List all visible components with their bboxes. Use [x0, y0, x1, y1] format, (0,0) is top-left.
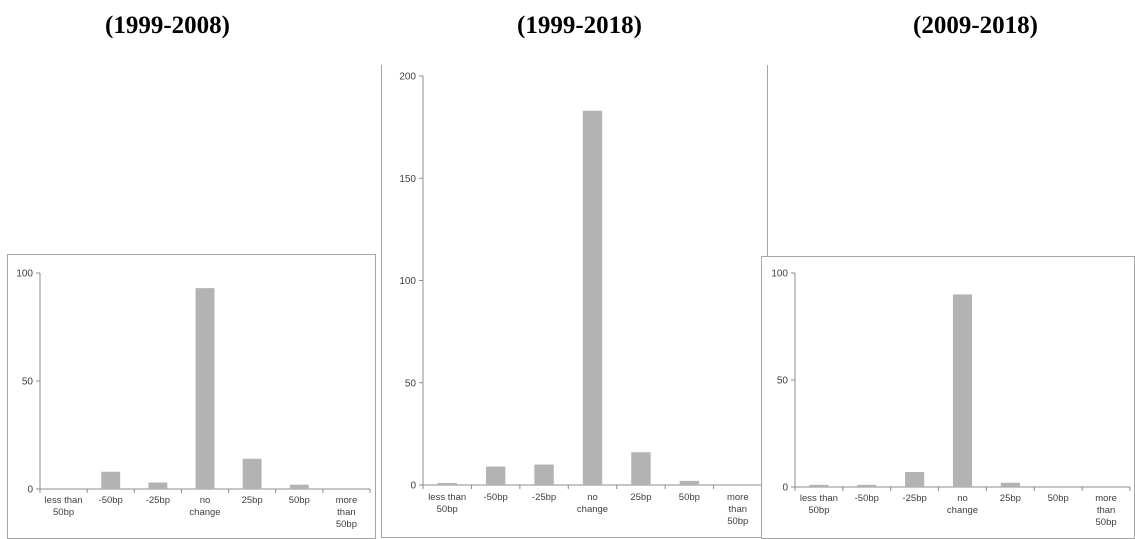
x-category-label: -25bp — [146, 495, 170, 506]
y-tick-label: 50 — [777, 376, 789, 387]
bar-left — [148, 482, 168, 489]
bar-right — [1000, 482, 1020, 487]
bar-chart-middle: 0 50 100 150 200 less than 50bp -50bp -25bp no cha… — [399, 72, 763, 527]
bar-middle — [437, 482, 457, 485]
chart-panel-right: 0 50 100 less than 50bp -50bp -25bp no change 25b… — [761, 256, 1135, 539]
x-category-label: -50bp — [483, 492, 507, 503]
bar-left — [195, 288, 215, 489]
bar-left — [101, 471, 121, 489]
y-tick-label: 100 — [399, 276, 416, 287]
x-category-label: no change — [189, 495, 220, 518]
bar-chart-left: 0 50 100 less than 50bp -50bp -25bp no change 25b… — [16, 269, 371, 530]
x-category-label: 25bp — [1000, 493, 1021, 504]
x-category-label: 50bp — [289, 495, 310, 506]
y-tick-label: 50 — [405, 378, 417, 389]
bar-chart-right: 0 50 100 less than 50bp -50bp -25bp no change 25b… — [771, 269, 1131, 528]
chart-title-right: (2009-2018) — [913, 12, 1038, 39]
x-category-label: -25bp — [902, 493, 926, 504]
bar-right — [952, 294, 973, 487]
y-tick-label: 100 — [16, 269, 33, 280]
y-tick-label: 50 — [22, 377, 34, 388]
bar-middle — [631, 452, 651, 485]
x-category-label: more than 50bp — [336, 495, 358, 530]
x-category-label: less than 50bp — [800, 493, 838, 516]
x-category-label: 25bp — [630, 492, 651, 503]
y-tick-label: 100 — [771, 269, 788, 280]
x-category-label: less than 50bp — [45, 495, 83, 518]
y-tick-label: 0 — [782, 483, 788, 494]
chart-panel-middle: 0 50 100 150 200 less than 50bp -50bp -25bp no cha… — [381, 65, 768, 538]
x-category-label: -50bp — [99, 495, 123, 506]
x-category-label: 50bp — [679, 492, 700, 503]
y-tick-label: 0 — [27, 485, 33, 496]
bar-middle — [679, 480, 700, 485]
x-category-label: 50bp — [1048, 493, 1069, 504]
chart-panel-left: 0 50 100 less than 50bp -50bp -25bp no change 25b… — [7, 254, 376, 539]
bar-right — [857, 484, 877, 487]
x-category-label: -25bp — [532, 492, 556, 503]
x-category-label: more than 50bp — [1095, 493, 1117, 528]
bar-middle — [534, 464, 554, 485]
bar-middle — [485, 466, 506, 485]
x-category-label: 25bp — [242, 495, 263, 506]
y-tick-label: 0 — [410, 481, 416, 492]
x-category-label: no change — [577, 492, 608, 515]
x-category-label: -50bp — [855, 493, 879, 504]
bar-left — [242, 458, 262, 489]
chart-title-left: (1999-2008) — [105, 12, 230, 39]
x-category-label: no change — [947, 493, 978, 516]
bar-left — [289, 484, 309, 489]
bar-right — [905, 472, 925, 487]
bar-right — [809, 484, 829, 487]
x-category-label: less than 50bp — [428, 492, 466, 515]
y-tick-label: 200 — [399, 72, 416, 83]
chart-title-middle: (1999-2018) — [517, 12, 642, 39]
bar-middle — [582, 110, 603, 485]
x-category-label: more than 50bp — [727, 492, 749, 527]
y-tick-label: 150 — [399, 174, 416, 185]
